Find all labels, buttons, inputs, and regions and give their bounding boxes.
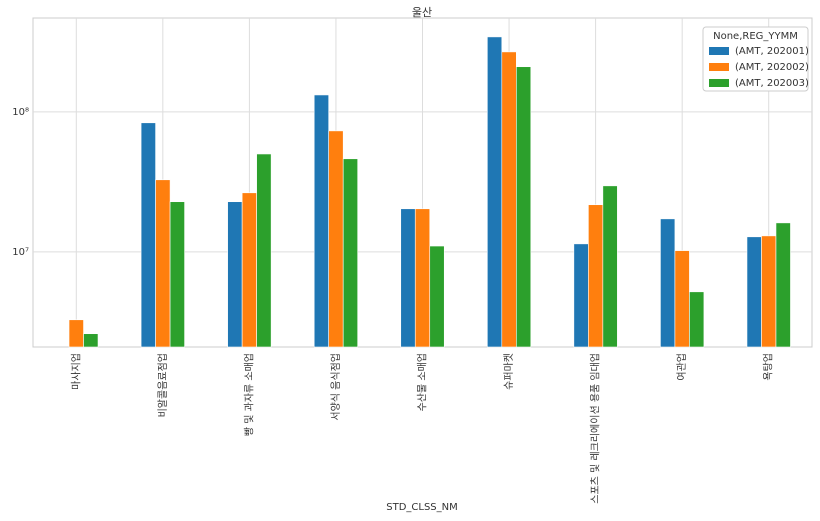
x-tick-label: 욕탕업 [762,353,775,381]
bar [573,243,589,348]
bar [588,204,604,348]
y-tick-label: 10⁷ [12,247,29,258]
bar [227,201,243,348]
bar [414,208,431,348]
bar [516,66,532,348]
bar [602,185,618,348]
bar [140,122,156,348]
legend-swatch [709,63,729,71]
legend-label: (AMT, 202003) [735,78,809,89]
x-tick-label: 빵 및 과자류 소매업 [242,353,255,436]
bar [501,51,517,348]
x-tick-label: 스포츠 및 레크리에이션 용품 임대업 [589,353,602,504]
x-tick-label: 여관업 [675,353,688,381]
legend-label: (AMT, 202002) [735,62,809,73]
x-tick-label: 비알콜음료점업 [156,353,169,417]
bar [689,291,705,348]
bar [746,236,762,348]
bar [342,158,358,348]
bar [429,245,445,348]
x-tick-label: 서양식 음식점업 [329,353,342,421]
bar [256,153,272,348]
bar [313,94,329,348]
bar [775,222,791,348]
bar [487,36,503,348]
legend-label: (AMT, 202001) [735,46,809,57]
bar [761,235,777,348]
bar [68,319,84,348]
y-tick-label: 10⁸ [12,107,29,118]
bar [241,192,257,348]
x-axis-label: STD_CLSS_NM [386,502,458,513]
bar [660,218,676,348]
legend-title: None,REG_YYMM [713,31,798,42]
x-tick-label: 수산물 소매업 [416,353,429,411]
legend-swatch [709,79,729,87]
chart-title: 울산 [412,6,432,19]
bar [674,250,690,348]
bar [155,179,171,348]
legend-swatch [709,47,729,55]
x-tick-label: 슈퍼마켓 [503,353,515,390]
bar [169,201,185,348]
bar [83,333,99,348]
legend-box [702,26,809,92]
bar [328,130,344,348]
bar [400,208,416,348]
x-tick-label: 마사지업 [69,353,82,390]
